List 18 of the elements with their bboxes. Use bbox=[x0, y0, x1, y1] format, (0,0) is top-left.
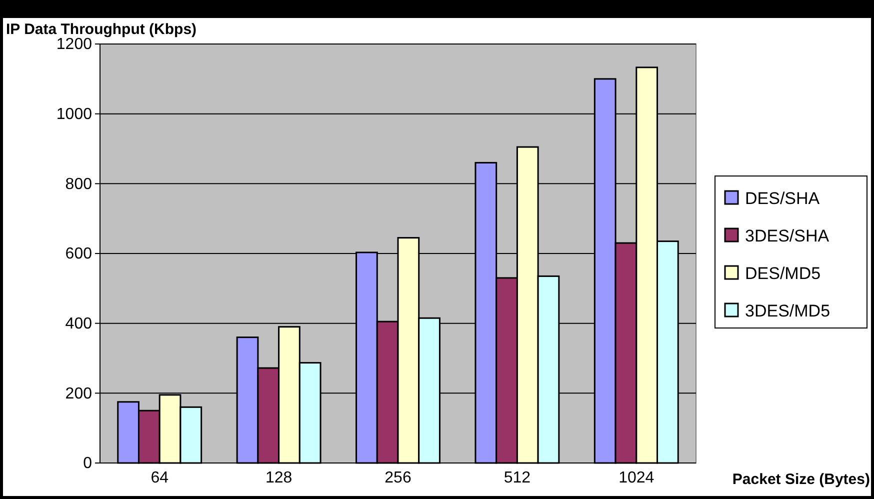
y-tick-label: 1200 bbox=[56, 36, 92, 54]
y-tick-label: 0 bbox=[83, 455, 92, 472]
y-axis-title: IP Data Throughput (Kbps) bbox=[6, 21, 197, 38]
y-tick-label: 200 bbox=[65, 385, 92, 402]
y-tick-label: 1000 bbox=[56, 106, 92, 123]
x-tick-label: 256 bbox=[384, 469, 412, 486]
x-axis-title: Packet Size (Bytes) bbox=[732, 471, 870, 488]
x-tick-label: 1024 bbox=[618, 469, 654, 486]
legend-label: DES/MD5 bbox=[745, 264, 821, 283]
legend-label: 3DES/MD5 bbox=[745, 302, 830, 320]
y-tick-label: 800 bbox=[65, 176, 92, 193]
x-tick-label: 512 bbox=[504, 469, 531, 486]
x-tick-label: 64 bbox=[150, 469, 169, 486]
x-tick-label: 128 bbox=[265, 469, 292, 486]
legend-label: 3DES/SHA bbox=[745, 226, 830, 246]
y-tick-label: 600 bbox=[65, 246, 92, 263]
y-tick-label: 400 bbox=[65, 315, 92, 332]
legend-label: DES/SHA bbox=[745, 189, 820, 208]
